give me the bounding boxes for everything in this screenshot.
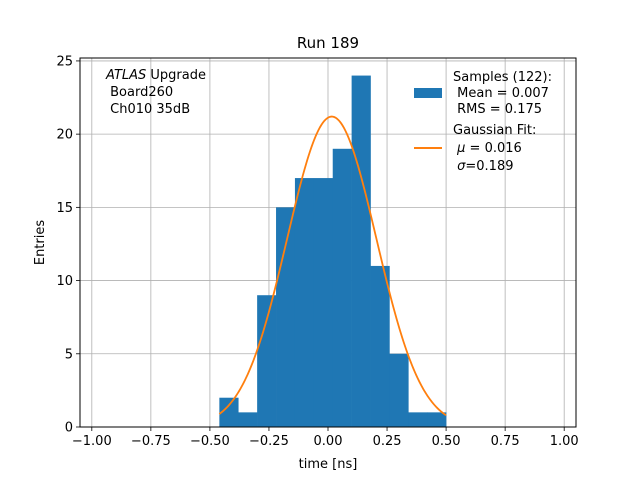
- annotation-atlas: ATLAS: [105, 68, 146, 83]
- y-tick-label: 5: [65, 347, 73, 362]
- x-tick-label: 1.00: [550, 434, 579, 449]
- annotation-line-1: ATLAS Upgrade: [105, 68, 206, 83]
- x-tick-label: 0.00: [314, 434, 343, 449]
- histogram-bar: [332, 148, 352, 428]
- chart-title: Run 189: [297, 34, 359, 52]
- y-tick-label: 25: [56, 54, 73, 69]
- histogram-bar: [276, 207, 296, 427]
- histogram-bars: [219, 75, 447, 428]
- annotation-line-3: Ch010 35dB: [106, 102, 190, 117]
- histogram-bar: [313, 178, 334, 427]
- histogram-bar: [408, 412, 428, 427]
- histogram-bar: [257, 295, 277, 427]
- y-tick-label: 0: [65, 421, 73, 436]
- gaussian-fit-layer: [218, 115, 447, 417]
- y-tick-label: 20: [56, 128, 73, 143]
- gaussian-fit-curve: [218, 115, 447, 417]
- y-tick-label: 10: [56, 274, 73, 289]
- ticks-layer: −1.00 −0.75 −0.50 −0.25 0.00 0.25 0.50 0.75 1.00…: [56, 54, 578, 449]
- legend-mu-value: = 0.016: [465, 141, 521, 156]
- legend-mu-symbol: μ: [456, 141, 465, 156]
- histogram-bar: [351, 75, 371, 428]
- histogram-bar: [427, 412, 447, 427]
- histogram-bar: [219, 397, 239, 427]
- legend-samples-line-1: Samples (122):: [453, 70, 552, 85]
- histogram-bar: [294, 178, 315, 427]
- x-tick-label: −1.00: [72, 434, 112, 449]
- y-tick-label: 15: [56, 201, 73, 216]
- histogram-bar: [389, 353, 409, 427]
- x-axis-label: time [ns]: [299, 457, 358, 472]
- legend: Samples (122): Mean = 0.007 RMS = 0.175 …: [414, 70, 552, 174]
- histogram-bar: [238, 412, 258, 427]
- x-tick-label: −0.50: [190, 434, 230, 449]
- legend-fit-line-2: μ = 0.016: [453, 141, 522, 156]
- legend-fit-line-3: σ=0.189: [453, 159, 514, 174]
- legend-samples-line-3: RMS = 0.175: [453, 102, 542, 117]
- histogram-bar: [370, 265, 390, 427]
- legend-sigma-symbol: σ: [457, 159, 466, 174]
- plot-frame: [79, 57, 577, 428]
- legend-samples-line-2: Mean = 0.007: [453, 86, 549, 101]
- x-tick-label: 0.25: [373, 434, 402, 449]
- x-tick-label: 0.50: [432, 434, 461, 449]
- x-tick-label: −0.25: [249, 434, 289, 449]
- legend-samples-patch: [414, 88, 442, 98]
- legend-sigma-value: =0.189: [465, 159, 513, 174]
- legend-fit-line-1: Gaussian Fit:: [453, 123, 536, 138]
- y-axis-label: Entries: [33, 220, 48, 266]
- x-tick-label: −0.75: [131, 434, 171, 449]
- annotation-line-2: Board260: [106, 85, 173, 100]
- annotation-upgrade: Upgrade: [146, 68, 206, 83]
- x-tick-label: 0.75: [491, 434, 520, 449]
- atlas-annotation: ATLAS Upgrade Board260 Ch010 35dB: [105, 68, 206, 117]
